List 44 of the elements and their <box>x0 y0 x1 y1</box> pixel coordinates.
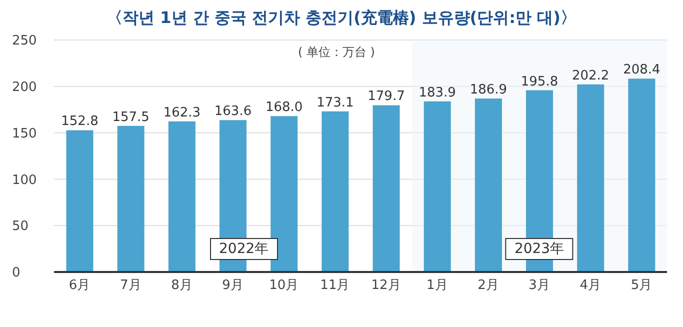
x-tick-label: 12月 <box>371 278 401 294</box>
bar <box>322 111 349 272</box>
data-label: 152.8 <box>61 114 98 130</box>
x-tick-label: 4月 <box>580 278 602 294</box>
bar <box>474 98 502 272</box>
data-label: 163.6 <box>214 104 252 120</box>
chart-subtitle: ( 单位：万台 ) <box>298 44 375 61</box>
data-label: 183.9 <box>418 85 456 100</box>
data-label: 157.5 <box>112 110 150 125</box>
bar <box>577 84 604 272</box>
band-label: 2023年 <box>505 238 574 260</box>
data-label: 202.2 <box>572 68 610 84</box>
data-label: 186.9 <box>470 82 508 98</box>
chart-title: 〈작년 1년 간 중국 전기차 충전기(充電樁) 보유량(단위:만 대)〉 <box>106 8 578 29</box>
bar <box>372 105 400 272</box>
y-tick-label: 100 <box>12 172 37 188</box>
data-label: 173.1 <box>316 95 354 110</box>
data-label: 195.8 <box>520 74 558 90</box>
x-tick-label: 11月 <box>320 278 350 294</box>
bar <box>66 130 94 272</box>
annotation: 2022年 <box>210 238 278 260</box>
bar <box>270 116 298 272</box>
data-label: 208.4 <box>623 62 660 78</box>
data-label: 179.7 <box>368 89 405 104</box>
bar <box>628 78 656 272</box>
x-tick-label: 10月 <box>269 278 299 294</box>
y-tick-label: 250 <box>12 34 37 49</box>
y-tick-label: 150 <box>12 126 37 142</box>
y-tick-label: 50 <box>12 219 29 234</box>
x-tick-label: 9月 <box>222 278 244 294</box>
x-tick-label: 3月 <box>528 278 550 294</box>
y-tick-label: 200 <box>12 80 37 96</box>
x-tick-label: 1月 <box>426 278 448 294</box>
data-label: 168.0 <box>265 100 303 116</box>
x-tick-label: 2月 <box>478 278 499 294</box>
x-tick-label: 5月 <box>630 278 652 294</box>
bar <box>117 126 144 272</box>
x-tick-label: 8月 <box>171 278 192 294</box>
x-tick-label: 6月 <box>68 278 90 294</box>
data-label: 162.3 <box>163 105 201 120</box>
bar <box>168 121 196 272</box>
x-tick-label: 7月 <box>120 278 142 294</box>
y-tick-label: 0 <box>12 266 20 281</box>
bar <box>424 101 451 272</box>
